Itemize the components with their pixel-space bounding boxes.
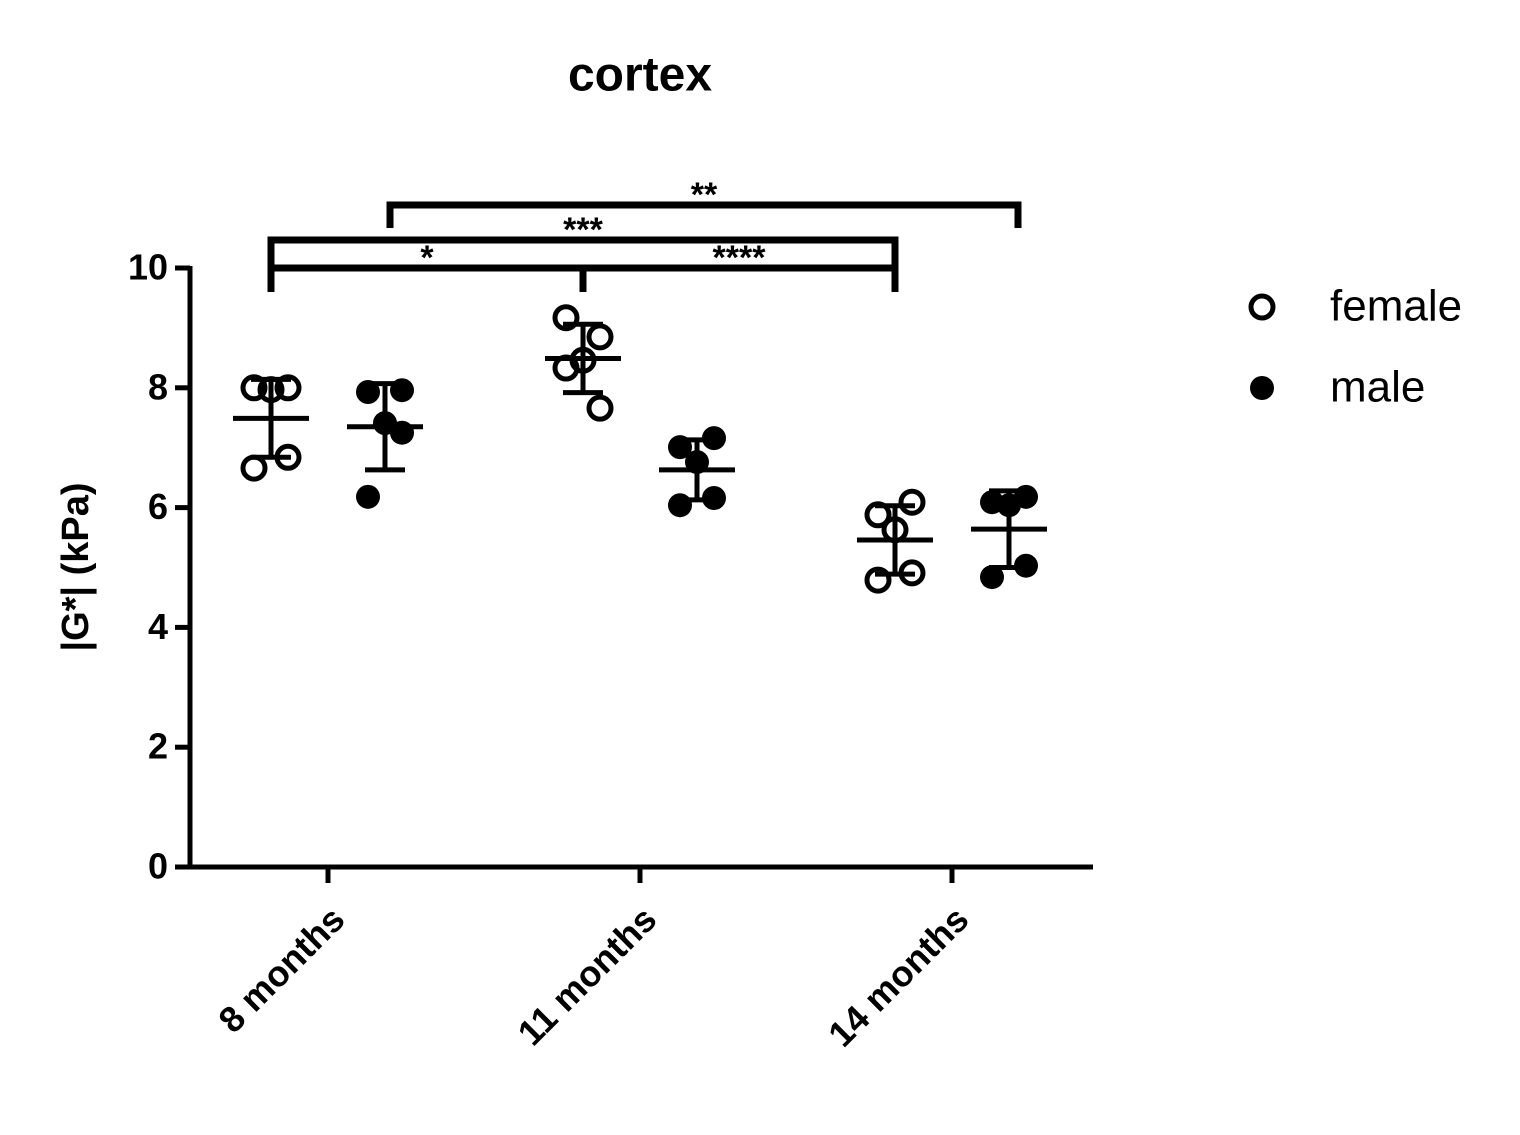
legend-marker — [1250, 376, 1274, 400]
legend-label: male — [1330, 363, 1425, 412]
significance-label: **** — [713, 239, 767, 277]
chart-title: cortex — [568, 49, 712, 102]
y-tick-label: 4 — [148, 606, 168, 647]
data-point — [356, 484, 380, 509]
y-axis-label: |G*| (kPa) — [55, 482, 97, 651]
significance-label: * — [420, 239, 434, 277]
legend-marker — [1248, 293, 1276, 321]
x-tick-label: 11 months — [509, 898, 664, 1053]
significance-label: *** — [563, 211, 603, 249]
y-tick-label: 2 — [148, 726, 168, 767]
data-point — [586, 394, 614, 422]
data-point — [898, 488, 926, 516]
data-point — [864, 566, 892, 594]
data-point — [240, 454, 268, 482]
y-tick-label: 10 — [128, 247, 168, 288]
data-point — [586, 323, 614, 351]
data-point — [980, 565, 1004, 590]
data-point — [668, 493, 692, 518]
y-tick-label: 6 — [148, 486, 168, 527]
x-tick-label: 14 months — [820, 898, 976, 1054]
significance-label: ** — [691, 176, 718, 214]
y-tick-label: 8 — [148, 366, 168, 407]
y-tick-label: 0 — [148, 846, 168, 887]
data-point — [240, 374, 268, 402]
data-point — [552, 304, 580, 332]
significance-bracket — [267, 236, 899, 292]
x-tick-label: 8 months — [210, 898, 352, 1040]
significance-bracket — [386, 201, 1022, 228]
legend-label: female — [1330, 282, 1462, 331]
data-point — [274, 374, 302, 402]
